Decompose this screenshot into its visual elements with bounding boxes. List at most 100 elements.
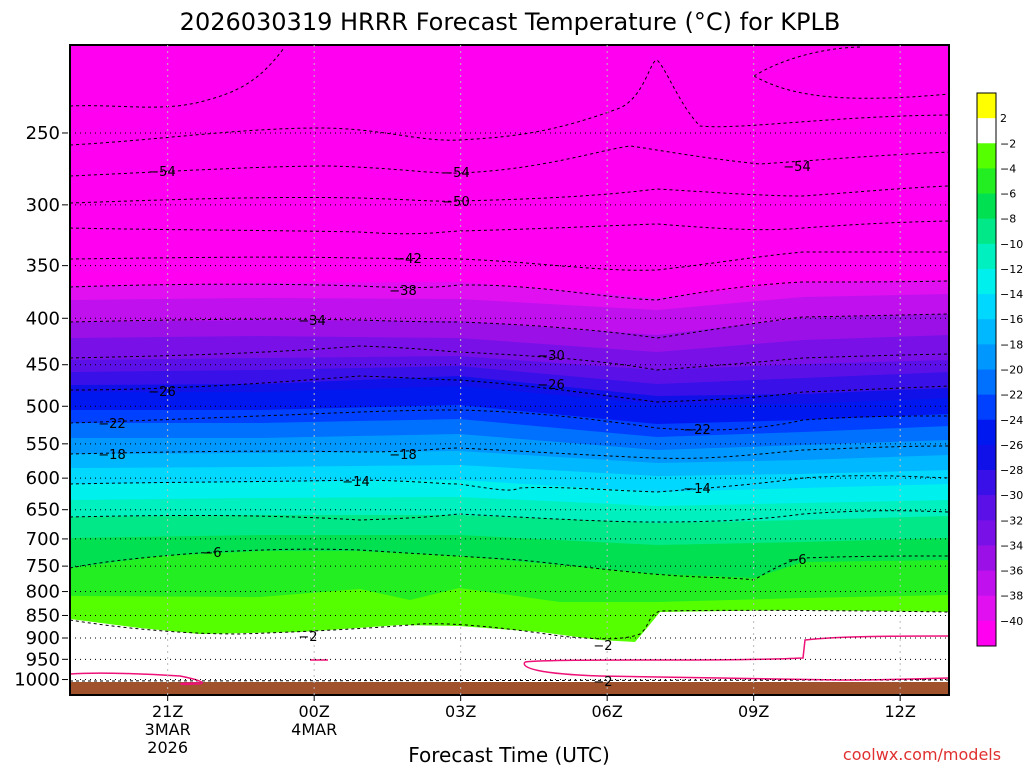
colorbar-label: −36 (1000, 565, 1023, 578)
colorbar-swatch (977, 118, 996, 144)
y-tick-label: 750 (26, 556, 60, 577)
y-tick-label: 450 (26, 355, 60, 376)
ground (70, 682, 949, 695)
colorbar-swatch (977, 168, 996, 194)
colorbar-swatch (977, 570, 996, 597)
x-axis-label: Forecast Time (UTC) (408, 743, 610, 767)
colorbar-swatch (977, 394, 996, 421)
colorbar-swatch (977, 495, 996, 521)
colorbar-swatch (977, 218, 996, 245)
colorbar-label: −10 (1000, 238, 1023, 251)
colorbar-label: −6 (1000, 188, 1016, 201)
colorbar-label: −40 (1000, 615, 1023, 628)
colorbar-label: −26 (1000, 439, 1023, 452)
colorbar-swatch (977, 193, 996, 220)
colorbar-label: 2 (1000, 112, 1007, 125)
contour-label: −2 (593, 675, 612, 690)
colorbar-label: −22 (1000, 389, 1023, 402)
x-tick-label: 4MAR (291, 720, 337, 739)
y-axis: 2503003504004505005506006507007508008509… (14, 123, 68, 691)
colorbar-label: −16 (1000, 313, 1023, 326)
y-tick-label: 950 (26, 649, 60, 670)
colorbar-swatch (977, 268, 996, 295)
contour-labels: −54 −54 −54 −50 −42 −38 −34 −30 −26 −26 −22 −22 −18 −… (98, 160, 810, 690)
chart-title: 2026030319 HRRR Forecast Temperature (°C… (180, 8, 841, 36)
colorbar-swatch (977, 143, 996, 169)
colorbar-swatch (977, 419, 996, 446)
y-tick-label: 850 (26, 605, 60, 626)
contour-label: −54 (148, 165, 175, 180)
credit-text: coolwx.com/models (843, 745, 1001, 764)
colorbar-swatch (977, 470, 996, 496)
colorbar-swatch (977, 545, 996, 571)
x-tick-label: 09Z (738, 702, 769, 721)
contour-label: −22 (98, 417, 125, 432)
colorbar-frame (976, 92, 997, 647)
colorbar-label: −24 (1000, 414, 1023, 427)
freezing-layer (70, 610, 949, 695)
contour-label: −30 (537, 349, 564, 364)
colorbar-swatch (977, 344, 996, 370)
x-tick-label: 00Z (299, 702, 330, 721)
contour-label: −14 (342, 475, 369, 490)
colorbar-label: −34 (1000, 539, 1023, 552)
colorbar-label: −12 (1000, 263, 1023, 276)
colorbar-label: −2 (1000, 137, 1016, 150)
y-tick-label: 350 (26, 256, 60, 277)
y-tick-label: 600 (26, 468, 60, 489)
colorbar-swatch (977, 620, 996, 647)
x-tick-label: 3MAR (145, 720, 191, 739)
ground-contour (70, 679, 949, 682)
colorbar-label: −20 (1000, 364, 1023, 377)
contour-label: −18 (389, 448, 416, 463)
contour-label: −26 (537, 378, 564, 393)
contour-label: −54 (442, 166, 469, 181)
plot-frame (69, 44, 950, 696)
colorbar-swatch (977, 319, 996, 345)
contour-label: −42 (394, 252, 421, 267)
x-tick-label: 2026 (147, 738, 188, 757)
contour-label: −18 (98, 448, 125, 463)
contour-label: −6 (787, 553, 806, 568)
contour-lines (70, 46, 949, 640)
x-tick-label: 12Z (885, 702, 916, 721)
colorbar: 2 −2 −4 −6 −8 −10 −12 −14 −16 −18 −20 −22 −24 −26 −28 −… (976, 92, 1023, 647)
y-tick-label: 550 (26, 434, 60, 455)
contour-label: −2 (593, 639, 612, 654)
contour-label: −2 (298, 630, 317, 645)
contour-label: −38 (389, 284, 416, 299)
colorbar-label: −8 (1000, 213, 1016, 226)
colorbar-swatch (977, 595, 996, 622)
colorbar-label: −14 (1000, 288, 1023, 301)
colorbar-swatch (977, 369, 996, 396)
x-tick-label: 06Z (592, 702, 623, 721)
contour-label: −50 (442, 195, 469, 210)
y-tick-label: 700 (26, 529, 60, 550)
colorbar-label: −30 (1000, 489, 1023, 502)
contour-label: −26 (148, 385, 175, 400)
contour-label: −6 (202, 546, 221, 561)
y-tick-label: 900 (26, 628, 60, 649)
colorbar-swatch (977, 243, 996, 270)
y-tick-label: 1000 (14, 670, 60, 691)
y-tick-label: 650 (26, 500, 60, 521)
y-tick-label: 400 (26, 308, 60, 329)
grid-lines (70, 45, 949, 695)
y-tick-label: 250 (26, 123, 60, 144)
plot-area (70, 45, 949, 695)
x-tick-label: 03Z (445, 702, 476, 721)
contour-label: −14 (683, 482, 710, 497)
colorbar-label: −18 (1000, 338, 1023, 351)
colorbar-label: −28 (1000, 464, 1023, 477)
x-tick-label: 21Z (152, 702, 183, 721)
y-tick-label: 500 (26, 396, 60, 417)
colorbar-swatch (977, 444, 996, 471)
contour-label: −22 (683, 423, 710, 438)
contour-label: −54 (783, 160, 810, 175)
y-tick-label: 300 (26, 195, 60, 216)
colorbar-label: −4 (1000, 162, 1016, 175)
contour-label: −34 (298, 314, 325, 329)
colorbar-label: −32 (1000, 514, 1023, 527)
